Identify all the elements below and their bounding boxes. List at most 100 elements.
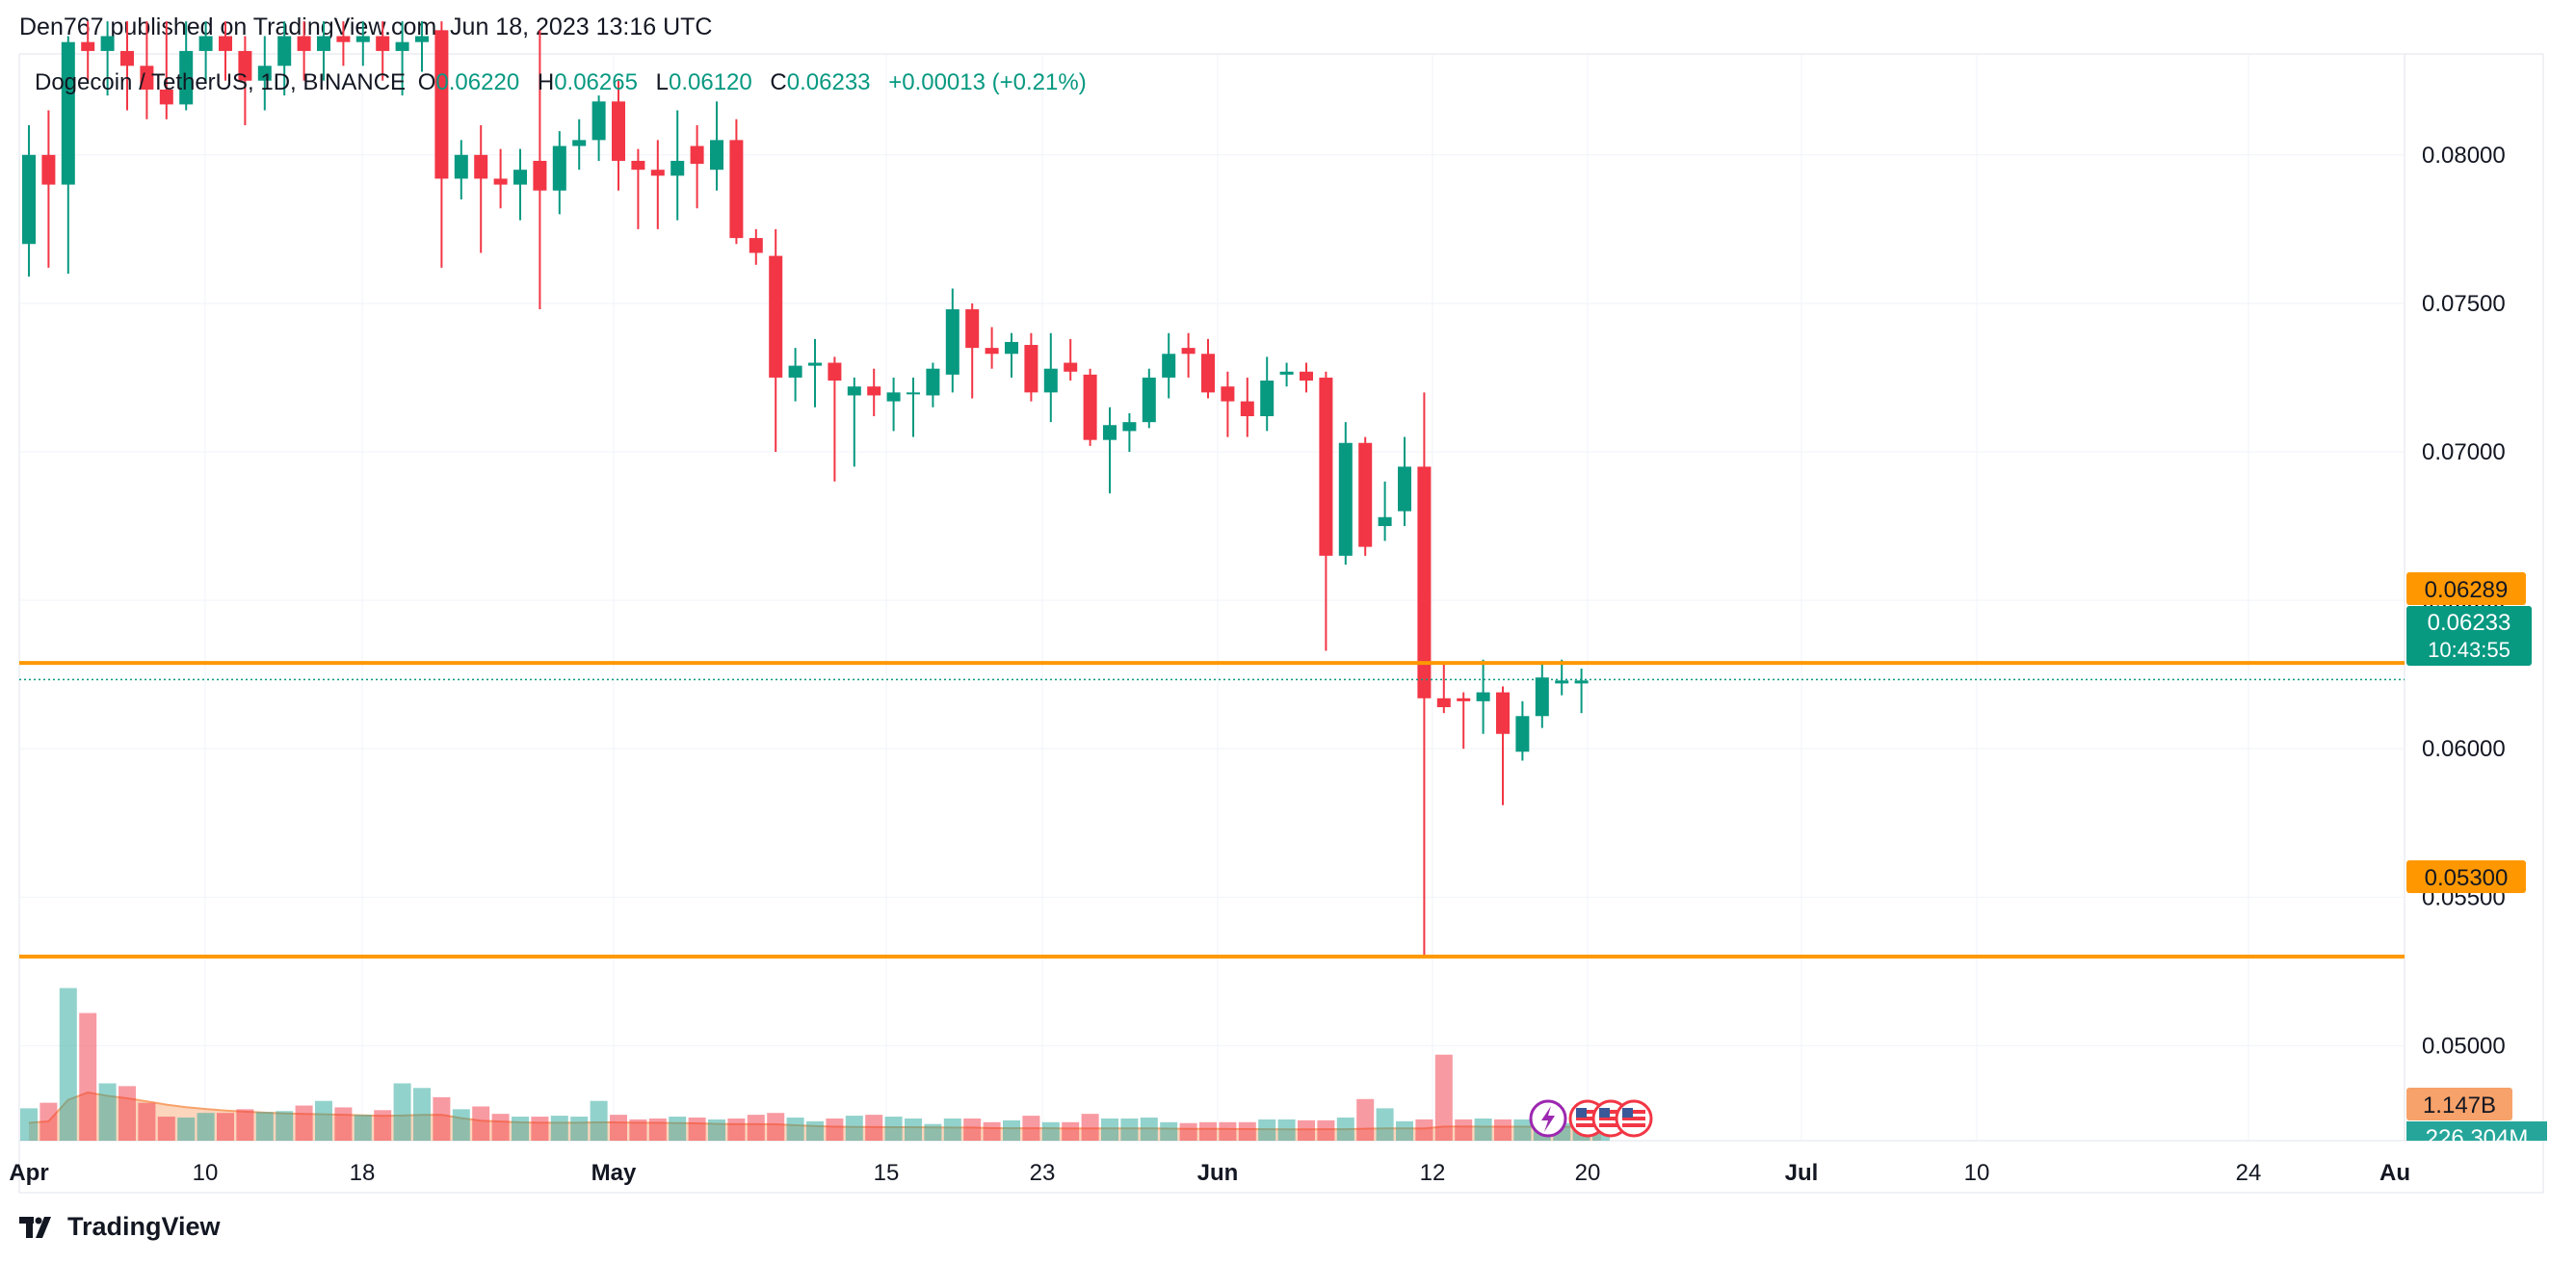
candle-body [945,309,959,375]
volume-last-text: 226.304M [2426,1125,2529,1151]
candle-body [1142,377,1156,423]
candle-body [257,66,272,81]
us-flag-event-icon[interactable] [1615,1099,1653,1138]
volume-bar [943,1118,961,1141]
candle-body [317,36,330,51]
candle [945,288,959,393]
volume-pane [20,988,1610,1141]
volume-bar [1219,1121,1237,1141]
time-tick-label: Jun [1197,1160,1239,1186]
candle [1240,377,1254,437]
volume-bar [1317,1119,1335,1141]
candle [612,80,625,191]
candle-body [493,178,508,185]
candle-body [238,50,252,81]
candle-body [1181,348,1196,355]
volume-bar [315,1100,332,1141]
close-label: C [770,69,786,95]
candle-body [808,362,822,366]
volume-ma-text: 1.147B [2423,1093,2496,1119]
level-price-text: 0.05300 [2425,865,2509,891]
volume-bar [963,1118,982,1141]
volume-bar [374,1110,392,1141]
candle-body [591,101,606,141]
lightning-event-icon[interactable] [1529,1099,1567,1138]
candle-body [336,36,351,42]
volume-bar [983,1121,1001,1141]
volume-bar [590,1100,608,1141]
volume-bar [1336,1118,1354,1141]
candle-body [867,386,881,396]
footer-branding[interactable]: TradingView [19,1212,221,1242]
price-tick-label: 0.05000 [2422,1033,2506,1059]
candle-body [513,170,527,185]
candle-body [297,36,311,51]
candle-body [61,41,75,185]
time-tick-label: Au [2379,1160,2410,1186]
candle [1417,392,1432,957]
candle-body [219,36,232,51]
volume-bar [1376,1108,1394,1141]
candle-body [81,41,95,51]
volume-bar [1003,1119,1020,1141]
candle [1103,407,1117,494]
candle [828,356,842,482]
candle-body [120,50,134,66]
time-tick-label: 23 [1030,1160,1056,1186]
level-price-label: 0.06289 [2406,572,2526,605]
time-tick-label: 24 [2236,1160,2262,1186]
volume-bar [1494,1119,1511,1141]
candle [198,21,213,81]
volume-bar [884,1117,903,1141]
volume-last-label: 226.304M [2406,1121,2547,1151]
volume-bar [118,1086,136,1141]
candle [1476,659,1490,734]
event-icons[interactable] [1529,1099,1653,1138]
volume-bar [255,1112,274,1141]
candle [1221,371,1235,437]
candle [572,118,587,171]
candle [1201,338,1215,399]
volume-bar [452,1109,470,1141]
candle [317,21,330,81]
volume-bar [236,1109,254,1141]
candle-body [729,140,744,239]
volume-bar [1199,1121,1217,1141]
volume-bar [669,1117,687,1141]
candle-body [454,154,468,179]
candle-body [434,30,449,179]
candle-body [1378,516,1392,527]
candle-body [907,392,920,395]
volume-bar [1140,1118,1158,1141]
candle-body [749,238,763,253]
volume-bar [1415,1119,1433,1141]
volume-bar [1101,1118,1118,1141]
candle-body [1555,680,1569,684]
volume-bar [217,1113,234,1141]
candle-body [650,170,665,176]
candle [1279,362,1294,387]
candle-body [277,36,292,66]
candle-body [1122,422,1137,432]
candle [1457,692,1471,750]
volume-bar [276,1111,294,1141]
candle [238,36,252,125]
volume-bar [295,1105,313,1141]
published-caption: Den767 published on TradingView.com, Jun… [19,13,713,40]
candle-body [140,66,154,90]
candle [1496,686,1510,805]
time-tick-label: 20 [1575,1160,1601,1186]
candle-body [572,140,587,146]
volume-bar [1298,1119,1315,1141]
candle [1122,412,1137,452]
candle-body [847,386,861,396]
bar-countdown-text: 10:43:55 [2428,638,2510,662]
candle-body [1201,354,1215,393]
candle-body [179,50,194,105]
candle [749,228,763,265]
candle [297,21,311,81]
last-price-label: 0.06233 10:43:55 [2406,606,2532,666]
candle-body [1083,374,1097,440]
candle [376,21,390,81]
